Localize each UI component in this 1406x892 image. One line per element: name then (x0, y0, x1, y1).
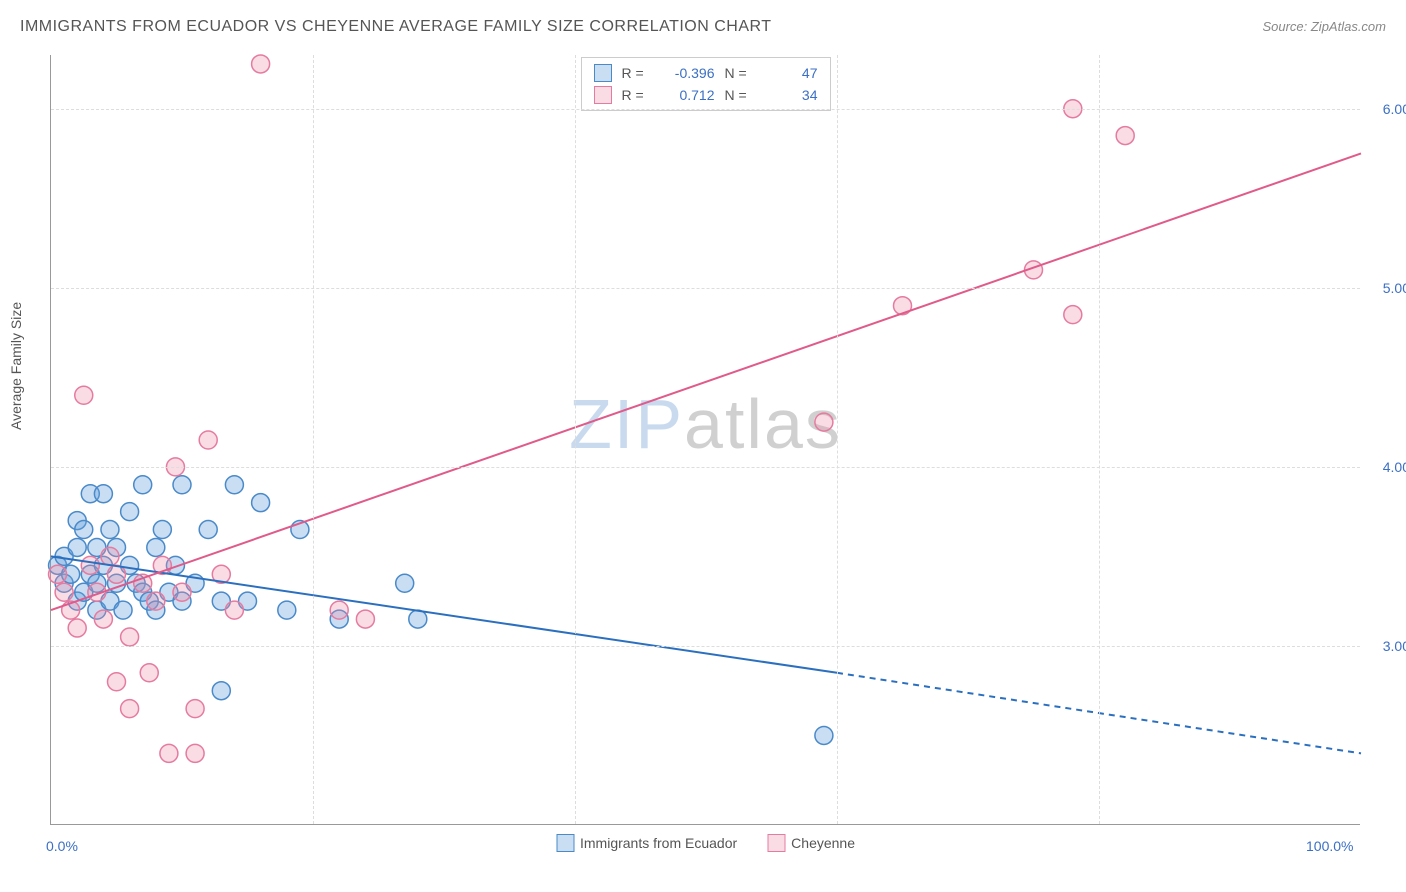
ytick-label: 6.00 (1383, 101, 1406, 117)
data-point (55, 583, 73, 601)
data-point (114, 601, 132, 619)
legend-label: Cheyenne (791, 835, 855, 851)
data-point (68, 538, 86, 556)
data-point (356, 610, 374, 628)
gridline-v (575, 55, 576, 824)
source-attribution: Source: ZipAtlas.com (1262, 19, 1386, 34)
plot-area: ZIPatlas R = -0.396 N = 47 R = 0.712 N =… (50, 55, 1360, 825)
data-point (186, 700, 204, 718)
data-point (49, 565, 67, 583)
data-point (199, 521, 217, 539)
legend-item-blue: Immigrants from Ecuador (556, 834, 737, 852)
data-point (173, 583, 191, 601)
data-point (68, 619, 86, 637)
gridline-v (313, 55, 314, 824)
ytick-label: 3.00 (1383, 638, 1406, 654)
data-point (815, 413, 833, 431)
legend-item-pink: Cheyenne (767, 834, 855, 852)
gridline-h (51, 646, 1360, 647)
gridline-v (837, 55, 838, 824)
stats-row-blue: R = -0.396 N = 47 (594, 62, 818, 84)
stats-box: R = -0.396 N = 47 R = 0.712 N = 34 (581, 57, 831, 111)
data-point (396, 574, 414, 592)
data-point (409, 610, 427, 628)
data-point (815, 726, 833, 744)
data-point (75, 521, 93, 539)
swatch-blue (594, 64, 612, 82)
data-point (160, 744, 178, 762)
gridline-h (51, 467, 1360, 468)
data-point (173, 476, 191, 494)
xtick-label: 100.0% (1306, 838, 1353, 854)
data-point (252, 55, 270, 73)
data-point (81, 556, 99, 574)
ytick-label: 5.00 (1383, 280, 1406, 296)
trend-line (51, 556, 837, 672)
gridline-v (1099, 55, 1100, 824)
chart-canvas (51, 55, 1360, 824)
data-point (199, 431, 217, 449)
swatch-pink (594, 86, 612, 104)
data-point (186, 744, 204, 762)
data-point (94, 485, 112, 503)
data-point (101, 521, 119, 539)
data-point (1064, 306, 1082, 324)
data-point (101, 547, 119, 565)
stats-row-pink: R = 0.712 N = 34 (594, 84, 818, 106)
bottom-legend: Immigrants from Ecuador Cheyenne (556, 834, 855, 852)
data-point (75, 386, 93, 404)
data-point (330, 601, 348, 619)
data-point (252, 494, 270, 512)
gridline-h (51, 288, 1360, 289)
gridline-h (51, 109, 1360, 110)
swatch-pink (767, 834, 785, 852)
data-point (147, 592, 165, 610)
xtick-label: 0.0% (46, 838, 78, 854)
chart-title: IMMIGRANTS FROM ECUADOR VS CHEYENNE AVER… (20, 18, 772, 36)
data-point (153, 521, 171, 539)
data-point (140, 664, 158, 682)
data-point (1116, 127, 1134, 145)
data-point (147, 538, 165, 556)
data-point (121, 700, 139, 718)
ytick-label: 4.00 (1383, 459, 1406, 475)
y-axis-label: Average Family Size (8, 302, 24, 430)
trend-line (51, 153, 1361, 610)
data-point (108, 673, 126, 691)
data-point (278, 601, 296, 619)
data-point (121, 628, 139, 646)
data-point (94, 610, 112, 628)
data-point (134, 476, 152, 494)
swatch-blue (556, 834, 574, 852)
data-point (121, 503, 139, 521)
data-point (212, 682, 230, 700)
data-point (225, 476, 243, 494)
legend-label: Immigrants from Ecuador (580, 835, 737, 851)
data-point (225, 601, 243, 619)
